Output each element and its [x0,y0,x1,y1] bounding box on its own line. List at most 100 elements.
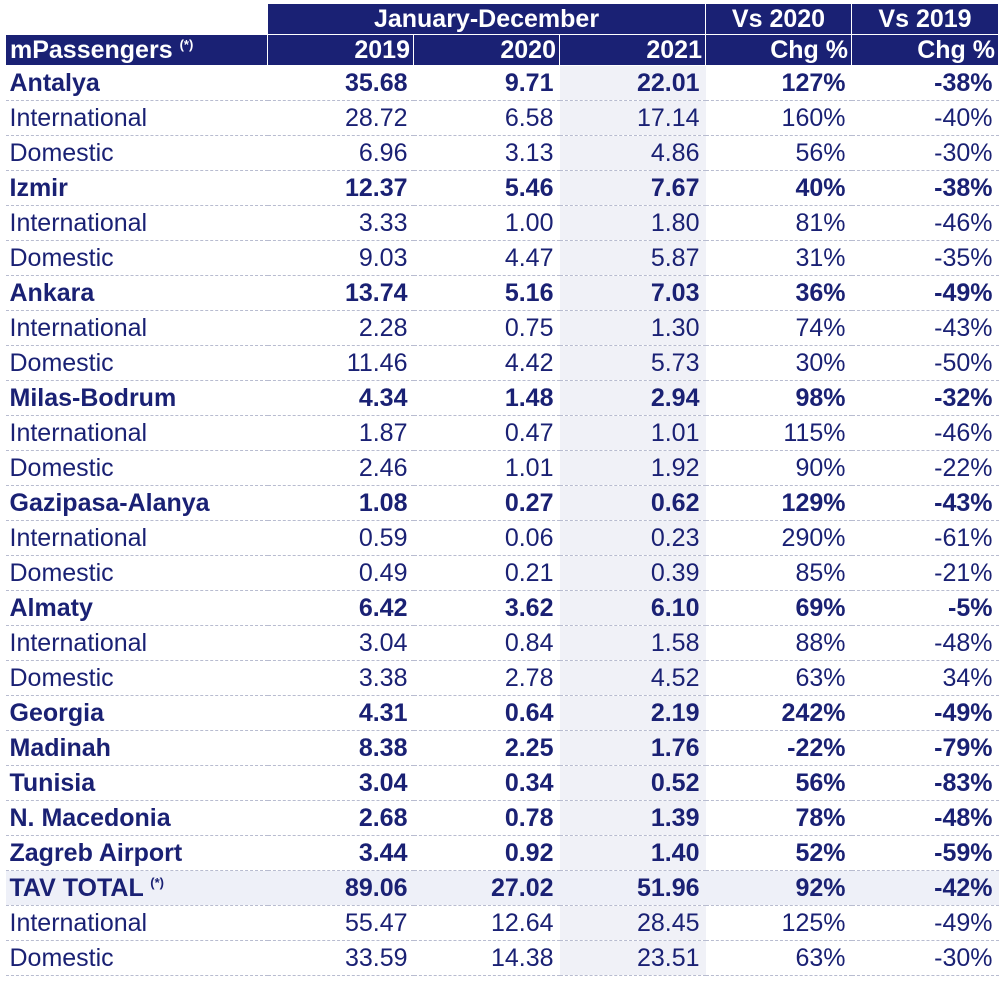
row-label-text: International [9,418,148,447]
vs2019-header: Vs 2019 [851,3,999,35]
row-label: International [5,905,268,941]
chg-vs-2020: 56% [705,765,852,801]
value-2021: 4.86 [559,135,706,171]
segment-row: Domestic 33.59 14.38 23.51 63% -30% [5,940,999,976]
chg-vs-2020: 30% [705,345,852,381]
chg-vs-2019: -50% [851,345,999,381]
airport-row: Georgia 4.31 0.64 2.19 242% -49% [5,695,999,731]
chg-vs-2019: -83% [851,765,999,801]
row-label: International [5,100,268,136]
value-2019: 2.28 [267,310,414,346]
row-label-text: Madinah [9,733,111,762]
airport-row: Milas-Bodrum 4.34 1.48 2.94 98% -32% [5,380,999,416]
value-2021: 1.01 [559,415,706,451]
value-2019: 4.34 [267,380,414,416]
row-label: Domestic [5,450,268,486]
value-2019: 4.31 [267,695,414,731]
chg-vs-2020: 92% [705,870,852,906]
value-2021: 28.45 [559,905,706,941]
row-label: International [5,625,268,661]
row-label-text: Domestic [9,138,114,167]
chg-vs-2020: 88% [705,625,852,661]
value-2019: 8.38 [267,730,414,766]
segment-row: International 0.59 0.06 0.23 290% -61% [5,520,999,556]
total-row: TAV TOTAL (*) 89.06 27.02 51.96 92% -42% [5,870,999,906]
row-label: International [5,520,268,556]
segment-row: Domestic 6.96 3.13 4.86 56% -30% [5,135,999,171]
row-label-text: Ankara [9,278,95,307]
airport-row: Tunisia 3.04 0.34 0.52 56% -83% [5,765,999,801]
airport-row: Gazipasa-Alanya 1.08 0.27 0.62 129% -43% [5,485,999,521]
value-2019: 3.33 [267,205,414,241]
chg-vs-2019: -22% [851,450,999,486]
row-label: Gazipasa-Alanya [5,485,268,521]
chg-vs-2020: 290% [705,520,852,556]
row-note: (*) [150,874,164,890]
row-label-text: Domestic [9,243,114,272]
chg-vs-2019: -43% [851,310,999,346]
header-blank-cell [5,3,268,35]
row-label: Domestic [5,135,268,171]
row-label: Domestic [5,660,268,696]
value-2019: 9.03 [267,240,414,276]
chg-vs-2019: -43% [851,485,999,521]
chg-vs-2019: -40% [851,100,999,136]
value-2019: 6.42 [267,590,414,626]
value-2020: 27.02 [413,870,560,906]
row-label-text: TAV TOTAL [9,873,144,902]
row-label: Domestic [5,940,268,976]
value-2021: 1.30 [559,310,706,346]
value-2020: 1.01 [413,450,560,486]
row-label: Milas-Bodrum [5,380,268,416]
chg-vs-2019: -46% [851,415,999,451]
value-2021: 1.92 [559,450,706,486]
chg-vs-2020: 160% [705,100,852,136]
chg-vs-2020: 74% [705,310,852,346]
value-2019: 2.46 [267,450,414,486]
value-2019: 89.06 [267,870,414,906]
value-2019: 0.49 [267,555,414,591]
row-label: TAV TOTAL (*) [5,870,268,906]
airport-row: Madinah 8.38 2.25 1.76 -22% -79% [5,730,999,766]
chg-vs-2020: -22% [705,730,852,766]
chg-vs-2020: 63% [705,940,852,976]
segment-row: International 3.33 1.00 1.80 81% -46% [5,205,999,241]
chg-vs-2019: -5% [851,590,999,626]
segment-row: International 55.47 12.64 28.45 125% -49% [5,905,999,941]
chg-vs-2019: 34% [851,660,999,696]
unit-note: (*) [179,36,194,52]
chg-vs-2019: -79% [851,730,999,766]
value-2020: 1.48 [413,380,560,416]
value-2020: 9.71 [413,65,560,101]
chg-vs-2019: -48% [851,625,999,661]
value-2021: 17.14 [559,100,706,136]
value-2021: 5.73 [559,345,706,381]
value-2019: 55.47 [267,905,414,941]
value-2020: 2.25 [413,730,560,766]
chg-vs2020-header: Chg % [705,34,852,66]
value-2020: 4.42 [413,345,560,381]
value-2020: 0.47 [413,415,560,451]
chg-vs-2019: -59% [851,835,999,871]
value-2019: 28.72 [267,100,414,136]
row-label: Georgia [5,695,268,731]
value-2021: 5.87 [559,240,706,276]
value-2020: 6.58 [413,100,560,136]
segment-row: Domestic 3.38 2.78 4.52 63% 34% [5,660,999,696]
row-label-text: Milas-Bodrum [9,383,177,412]
chg-vs-2020: 81% [705,205,852,241]
value-2021: 4.52 [559,660,706,696]
chg-vs-2020: 98% [705,380,852,416]
chg-vs-2020: 127% [705,65,852,101]
row-label-text: Antalya [9,68,100,97]
value-2021: 0.23 [559,520,706,556]
chg-vs-2020: 56% [705,135,852,171]
row-label: Izmir [5,170,268,206]
value-2020: 14.38 [413,940,560,976]
value-2020: 0.92 [413,835,560,871]
value-2019: 12.37 [267,170,414,206]
chg-vs-2020: 69% [705,590,852,626]
segment-row: International 3.04 0.84 1.58 88% -48% [5,625,999,661]
row-label: Domestic [5,345,268,381]
chg-vs-2019: -49% [851,275,999,311]
